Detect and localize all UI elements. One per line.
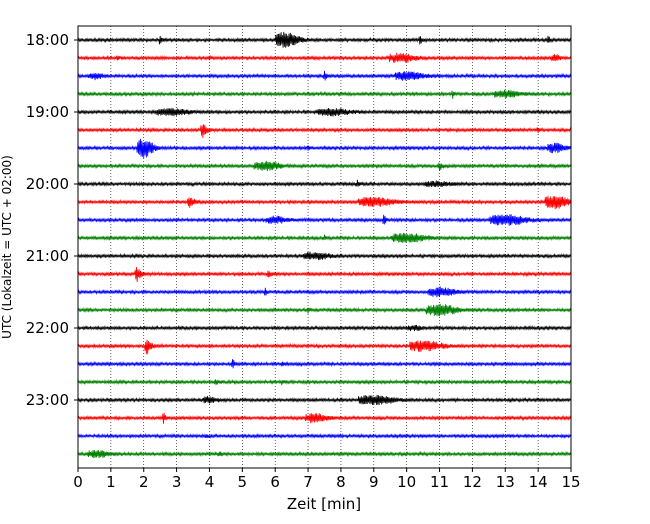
- x-axis-label: Zeit [min]: [287, 495, 361, 513]
- seismogram-trace: [77, 31, 572, 48]
- x-tick-label: 5: [238, 473, 248, 491]
- seismogram-trace: [77, 432, 572, 440]
- y-tick-label: 23:00: [26, 391, 69, 409]
- seismogram-trace: [77, 450, 572, 459]
- x-tick-label: 3: [172, 473, 182, 491]
- x-tick-label: 2: [139, 473, 149, 491]
- x-tick-label: 10: [397, 473, 416, 491]
- seismogram-trace: [77, 324, 572, 332]
- seismogram-trace: [77, 107, 572, 117]
- x-tick-label: 8: [336, 473, 346, 491]
- seismogram-trace: [77, 52, 572, 63]
- seismogram-trace: [77, 124, 572, 138]
- seismogram-trace: [77, 214, 572, 226]
- x-tick-label: 7: [303, 473, 313, 491]
- x-tick-label: 4: [205, 473, 215, 491]
- seismogram-trace: [77, 70, 572, 81]
- x-tick-label: 11: [430, 473, 449, 491]
- x-tick-label: 12: [463, 473, 482, 491]
- seismogram-trace: [77, 303, 572, 317]
- plot-frame: [77, 25, 572, 469]
- seismogram-traces: [77, 31, 572, 459]
- y-tick-label: 18:00: [26, 31, 69, 49]
- y-tick-label: 20:00: [26, 175, 69, 193]
- x-tick-label: 13: [496, 473, 515, 491]
- y-axis-label: UTC (Lokalzeit = UTC + 02:00): [0, 155, 14, 339]
- seismogram-trace: [77, 179, 572, 188]
- seismogram-trace: [77, 378, 572, 386]
- x-tick-label: 6: [270, 473, 280, 491]
- seismogram-trace: [77, 89, 572, 99]
- seismogram-trace: [77, 160, 572, 172]
- seismogram-trace: [77, 412, 572, 424]
- seismogram-trace: [77, 359, 572, 369]
- seismogram-trace: [77, 195, 572, 210]
- x-tick-label: 14: [529, 473, 548, 491]
- y-axis-ticks: 18:00 19:00 20:00 21:00 22:00 23:00: [26, 31, 78, 409]
- seismogram-trace: [77, 339, 572, 355]
- seismogram-trace: [77, 251, 572, 261]
- seismogram-trace: [77, 138, 572, 158]
- x-tick-label: 0: [73, 473, 83, 491]
- seismogram-trace: [77, 394, 572, 406]
- x-tick-label: 15: [561, 473, 580, 491]
- y-tick-label: 19:00: [26, 103, 69, 121]
- seismogram-trace: [77, 286, 572, 298]
- x-tick-label: 9: [369, 473, 379, 491]
- y-tick-label: 22:00: [26, 319, 69, 337]
- y-tick-label: 21:00: [26, 247, 69, 265]
- seismogram-trace: [77, 232, 572, 243]
- seismogram-trace: [77, 267, 572, 283]
- x-tick-label: 1: [106, 473, 116, 491]
- x-axis-ticks: 0 1 2 3 4 5 6 7 8 9 10 11 12 13 14 15: [73, 468, 581, 491]
